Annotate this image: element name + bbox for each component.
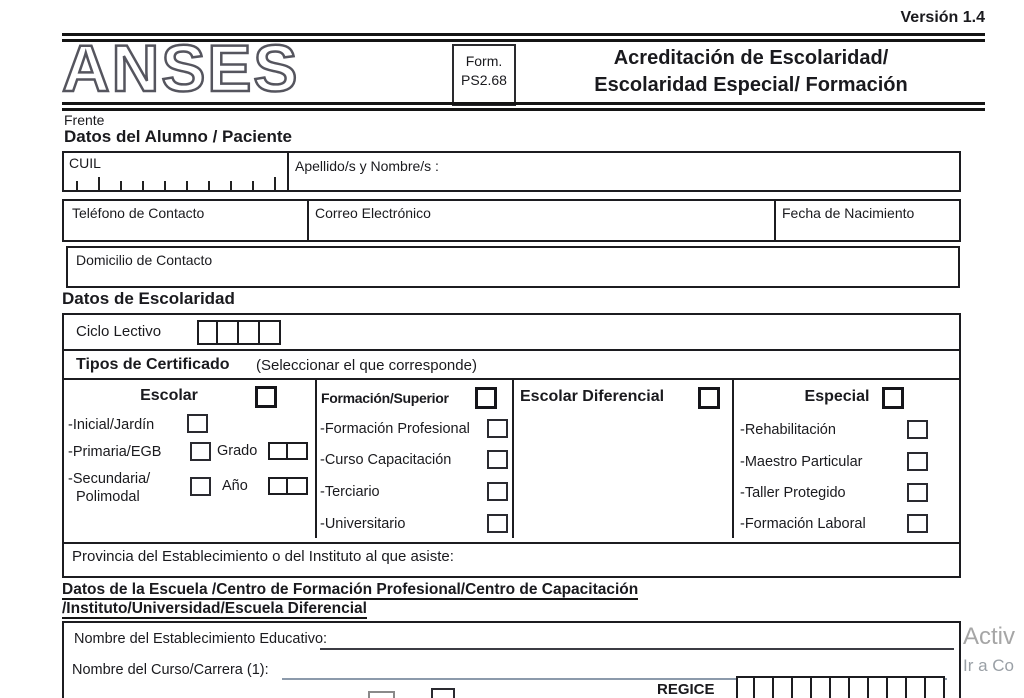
formacion-superior-checkbox[interactable] [475, 387, 497, 409]
maestro-particular-label: -Maestro Particular [740, 454, 863, 470]
schooling-section-heading: Datos de Escolaridad [62, 289, 235, 308]
header-bottom-rule [62, 102, 985, 111]
form-title-line2: Escolaridad Especial/ Formación [594, 74, 908, 96]
divider [774, 201, 776, 240]
form-title-line1: Acreditación de Escolaridad/ [613, 47, 889, 69]
email-label: Correo Electrónico [315, 205, 431, 221]
cutoff-checkbox-2[interactable] [431, 688, 455, 698]
cycle-label: Ciclo Lectivo [76, 323, 162, 340]
taller-protegido-label: -Taller Protegido [740, 485, 846, 501]
phone-label: Teléfono de Contacto [72, 205, 205, 221]
student-id-box: CUIL Apellido/s y Nombre/s : [62, 151, 961, 192]
divider [307, 201, 309, 240]
rehabilitacion-label: -Rehabilitación [740, 422, 836, 438]
cuil-digit-ticks[interactable] [76, 176, 276, 190]
escolar-diferencial-checkbox[interactable] [698, 387, 720, 409]
top-rule [62, 33, 985, 42]
taller-protegido-checkbox[interactable] [907, 483, 928, 502]
formacion-profesional-label: -Formación Profesional [320, 421, 470, 437]
formacion-laboral-label: -Formación Laboral [740, 516, 866, 532]
page-side-label: Frente [64, 112, 105, 128]
column-escolar: Escolar -Inicial/Jardín -Primaria/EGB Gr… [64, 380, 315, 542]
divider [64, 349, 959, 351]
windows-activation-watermark: Activ Ir a Co [963, 622, 1015, 677]
form-code-label: Form. [465, 53, 503, 69]
escolar-title: Escolar [140, 387, 198, 404]
birthdate-label: Fecha de Nacimiento [782, 205, 915, 221]
escolar-diferencial-title: Escolar Diferencial [520, 388, 665, 405]
contact-box: Teléfono de Contacto Correo Electrónico … [62, 199, 961, 242]
secundaria-checkbox[interactable] [190, 477, 211, 496]
divider [64, 378, 959, 380]
curso-capacitacion-label: -Curso Capacitación [320, 452, 452, 468]
divider [64, 542, 959, 544]
form-title: Acreditación de Escolaridad/ Escolaridad… [520, 45, 982, 99]
maestro-particular-checkbox[interactable] [907, 452, 928, 471]
column-formacion: Formación/Superior -Formación Profesiona… [315, 380, 512, 542]
certificate-types-heading: Tipos de Certificado [76, 356, 230, 373]
student-section-heading: Datos del Alumno / Paciente [64, 127, 292, 146]
school-section-heading: Datos de la Escuela /Centro de Formación… [62, 581, 639, 619]
grado-label: Grado [217, 443, 258, 459]
version-label: Versión 1.4 [900, 9, 986, 26]
address-box: Domicilio de Contacto [66, 246, 960, 288]
school-box: Nombre del Establecimiento Educativo: No… [62, 621, 961, 698]
course-label: Nombre del Curso/Carrera (1): [72, 662, 269, 678]
formacion-profesional-checkbox[interactable] [487, 419, 508, 438]
cutoff-checkbox-1[interactable] [368, 691, 395, 698]
polimodal-label: Polimodal [76, 489, 140, 505]
establishment-input-line[interactable] [320, 629, 954, 650]
universitario-checkbox[interactable] [487, 514, 508, 533]
primaria-egb-checkbox[interactable] [190, 442, 211, 461]
cuil-label: CUIL [69, 155, 101, 171]
watermark-line1: Activ [963, 623, 1016, 650]
secundaria-label: -Secundaria/ [68, 471, 151, 487]
terciario-checkbox[interactable] [487, 482, 508, 501]
divider [732, 380, 734, 538]
grado-comb[interactable] [268, 442, 308, 460]
especial-title: Especial [804, 388, 870, 405]
rehabilitacion-checkbox[interactable] [907, 420, 928, 439]
divider [315, 380, 317, 538]
form-code-box: Form. PS2.68 [452, 44, 516, 106]
establishment-label: Nombre del Establecimiento Educativo: [74, 631, 328, 647]
watermark-line2: Ir a Co [963, 656, 1015, 675]
regice-comb[interactable] [736, 676, 945, 698]
anses-logo: ANSES [61, 31, 300, 105]
anio-label: Año [222, 478, 248, 494]
anio-comb[interactable] [268, 477, 308, 495]
curso-capacitacion-checkbox[interactable] [487, 450, 508, 469]
school-heading-line1: Datos de la Escuela /Centro de Formación… [62, 581, 639, 600]
certificate-types-hint: (Seleccionar el que corresponde) [256, 357, 477, 374]
course-input-line[interactable] [282, 659, 947, 680]
terciario-label: -Terciario [320, 484, 380, 500]
schooling-box: Ciclo Lectivo Tipos de Certificado (Sele… [62, 313, 961, 578]
inicial-jardin-label: -Inicial/Jardín [68, 417, 155, 433]
school-heading-line2: /Instituto/Universidad/Escuela Diferenci… [62, 600, 367, 619]
cycle-year-comb[interactable] [197, 320, 281, 345]
universitario-label: -Universitario [320, 516, 406, 532]
address-label: Domicilio de Contacto [76, 252, 213, 268]
escolar-checkbox[interactable] [255, 386, 277, 408]
column-especial: Especial -Rehabilitación -Maestro Partic… [732, 380, 963, 542]
divider [512, 380, 514, 538]
regice-label: REGICE [657, 681, 715, 698]
province-label: Provincia del Establecimiento o del Inst… [72, 548, 454, 565]
inicial-jardin-checkbox[interactable] [187, 414, 208, 433]
name-label: Apellido/s y Nombre/s : [295, 158, 439, 174]
formacion-superior-title: Formación/Superior [321, 390, 449, 406]
formacion-laboral-checkbox[interactable] [907, 514, 928, 533]
column-diferencial: Escolar Diferencial [512, 380, 732, 542]
especial-checkbox[interactable] [882, 387, 904, 409]
form-code-value: PS2.68 [461, 72, 507, 88]
divider [287, 153, 289, 190]
primaria-egb-label: -Primaria/EGB [68, 444, 162, 460]
